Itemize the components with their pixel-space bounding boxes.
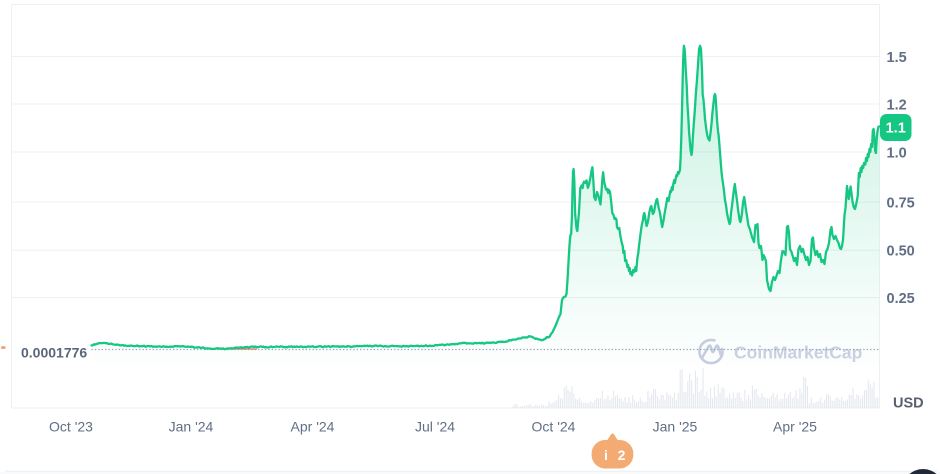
svg-text:CoinMarketCap: CoinMarketCap bbox=[734, 343, 862, 363]
svg-text:Oct '23: Oct '23 bbox=[49, 419, 93, 435]
svg-text:Oct '24: Oct '24 bbox=[532, 419, 576, 435]
svg-text:Apr '25: Apr '25 bbox=[773, 419, 817, 435]
svg-text:USD: USD bbox=[893, 396, 924, 412]
svg-text:2: 2 bbox=[618, 447, 626, 463]
svg-text:1.5: 1.5 bbox=[887, 50, 907, 66]
svg-text:i: i bbox=[604, 447, 608, 463]
svg-text:1.1: 1.1 bbox=[886, 120, 906, 136]
svg-text:1.0: 1.0 bbox=[887, 145, 907, 161]
svg-text:0.75: 0.75 bbox=[887, 195, 915, 211]
svg-text:Jan '24: Jan '24 bbox=[169, 419, 214, 435]
svg-text:Jan '25: Jan '25 bbox=[653, 419, 698, 435]
svg-text:Apr '24: Apr '24 bbox=[291, 419, 335, 435]
svg-text:0.25: 0.25 bbox=[887, 291, 915, 307]
svg-text:Jul '24: Jul '24 bbox=[415, 419, 455, 435]
svg-text:0.0001776: 0.0001776 bbox=[21, 344, 87, 360]
svg-text:1.2: 1.2 bbox=[887, 97, 907, 113]
svg-text:0.50: 0.50 bbox=[887, 244, 915, 260]
